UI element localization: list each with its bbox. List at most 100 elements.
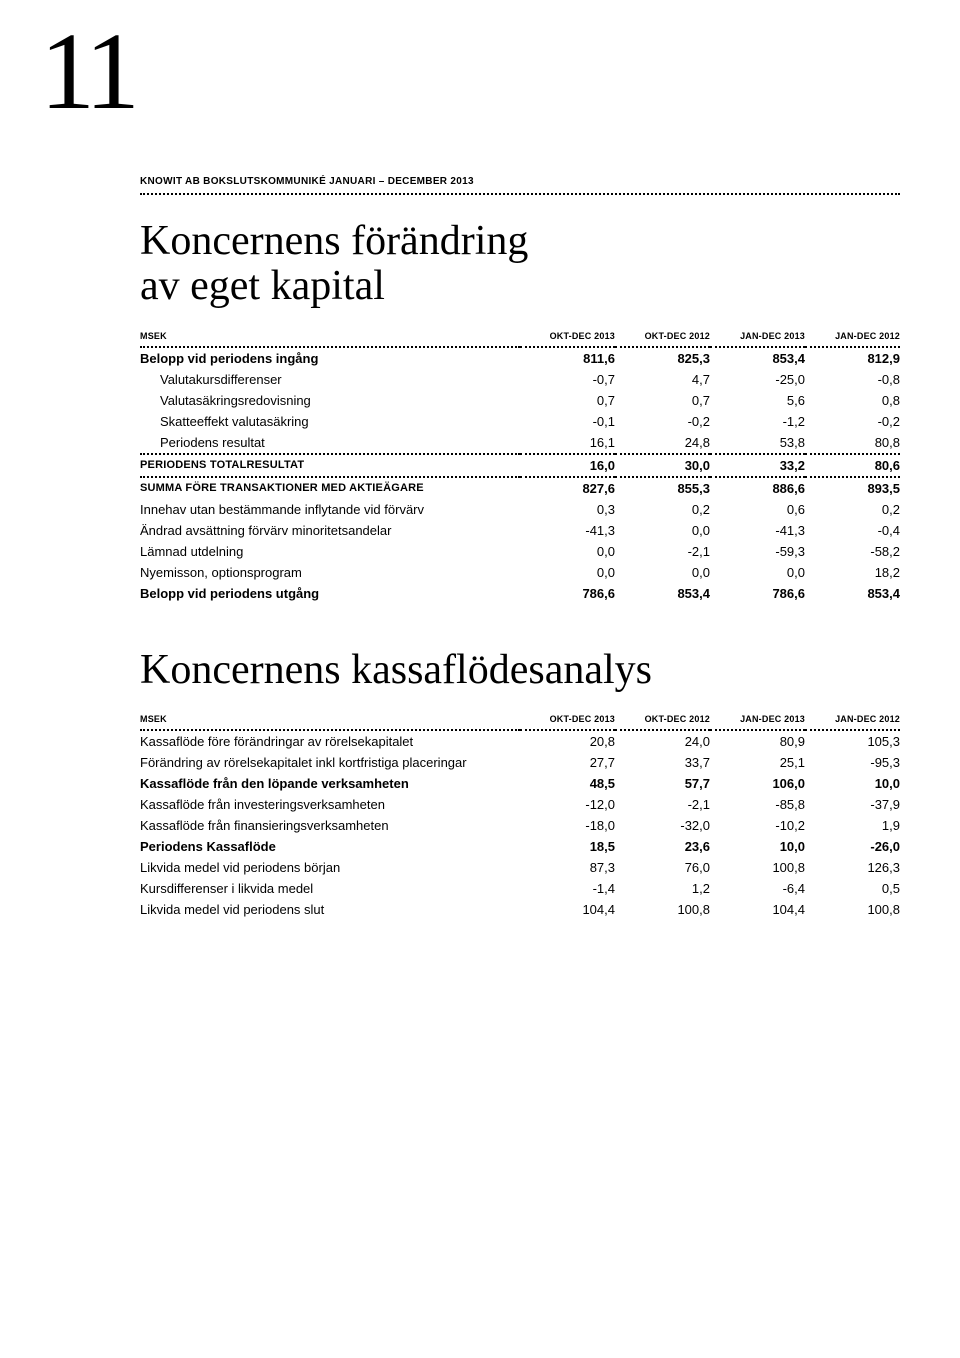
table-row: Kassaflöde från finansieringsverksamhete… bbox=[140, 815, 900, 836]
title-line-2: av eget kapital bbox=[140, 263, 385, 309]
cell: 104,4 bbox=[520, 899, 615, 920]
cell: -2,1 bbox=[615, 794, 710, 815]
unit-label: MSEK bbox=[140, 328, 520, 347]
cell: -85,8 bbox=[710, 794, 805, 815]
title-line-1: Koncernens förändring bbox=[140, 218, 528, 264]
row-label: Kassaflöde från finansieringsverksamhete… bbox=[140, 815, 520, 836]
table-row: Valutakursdifferenser -0,7 4,7 -25,0 -0,… bbox=[140, 369, 900, 390]
row-label: SUMMA FÖRE TRANSAKTIONER MED AKTIEÄGARE bbox=[140, 477, 520, 499]
col-header: JAN-DEC 2013 bbox=[710, 711, 805, 730]
row-label: Belopp vid periodens ingång bbox=[140, 347, 520, 369]
cell: 0,0 bbox=[615, 562, 710, 583]
row-label: Periodens resultat bbox=[140, 432, 520, 454]
row-label: PERIODENS TOTALRESULTAT bbox=[140, 454, 520, 477]
cell: -0,1 bbox=[520, 411, 615, 432]
cell: 827,6 bbox=[520, 477, 615, 499]
cell: 786,6 bbox=[520, 583, 615, 604]
cell: -10,2 bbox=[710, 815, 805, 836]
table-row: Kassaflöde från den löpande verksamheten… bbox=[140, 773, 900, 794]
cell: 893,5 bbox=[805, 477, 900, 499]
cell: 825,3 bbox=[615, 347, 710, 369]
cell: 853,4 bbox=[615, 583, 710, 604]
cell: 4,7 bbox=[615, 369, 710, 390]
cell: -12,0 bbox=[520, 794, 615, 815]
table-row: Belopp vid periodens ingång 811,6 825,3 … bbox=[140, 347, 900, 369]
table-row: SUMMA FÖRE TRANSAKTIONER MED AKTIEÄGARE … bbox=[140, 477, 900, 499]
cell: 105,3 bbox=[805, 730, 900, 752]
cell: 10,0 bbox=[805, 773, 900, 794]
cell: 811,6 bbox=[520, 347, 615, 369]
cell: -1,4 bbox=[520, 878, 615, 899]
cell: 855,3 bbox=[615, 477, 710, 499]
row-label: Valutasäkringsredovisning bbox=[140, 390, 520, 411]
cell: 106,0 bbox=[710, 773, 805, 794]
page-content: KNOWIT AB BOKSLUTSKOMMUNIKÉ JANUARI – DE… bbox=[140, 176, 900, 920]
row-label: Kassaflöde från den löpande verksamheten bbox=[140, 773, 520, 794]
cell: 5,6 bbox=[710, 390, 805, 411]
table-row: Ändrad avsättning förvärv minoritetsande… bbox=[140, 520, 900, 541]
row-label: Förändring av rörelsekapitalet inkl kort… bbox=[140, 752, 520, 773]
table-header-row: MSEK OKT-DEC 2013 OKT-DEC 2012 JAN-DEC 2… bbox=[140, 711, 900, 730]
cell: -0,2 bbox=[805, 411, 900, 432]
table-row: Nyemisson, optionsprogram 0,0 0,0 0,0 18… bbox=[140, 562, 900, 583]
row-label: Kassaflöde före förändringar av rörelsek… bbox=[140, 730, 520, 752]
cell: -25,0 bbox=[710, 369, 805, 390]
cell: -41,3 bbox=[520, 520, 615, 541]
cell: 48,5 bbox=[520, 773, 615, 794]
cell: -0,4 bbox=[805, 520, 900, 541]
cell: -6,4 bbox=[710, 878, 805, 899]
cell: -32,0 bbox=[615, 815, 710, 836]
table-row: Kassaflöde före förändringar av rörelsek… bbox=[140, 730, 900, 752]
cashflow-table: MSEK OKT-DEC 2013 OKT-DEC 2012 JAN-DEC 2… bbox=[140, 711, 900, 920]
cell: 0,7 bbox=[520, 390, 615, 411]
col-header: JAN-DEC 2012 bbox=[805, 711, 900, 730]
table-row: Kassaflöde från investeringsverksamheten… bbox=[140, 794, 900, 815]
cell: 10,0 bbox=[710, 836, 805, 857]
cell: 104,4 bbox=[710, 899, 805, 920]
cell: 100,8 bbox=[615, 899, 710, 920]
col-header: OKT-DEC 2012 bbox=[615, 711, 710, 730]
cell: -58,2 bbox=[805, 541, 900, 562]
cell: 853,4 bbox=[805, 583, 900, 604]
cell: 0,0 bbox=[710, 562, 805, 583]
cell: 87,3 bbox=[520, 857, 615, 878]
cell: 23,6 bbox=[615, 836, 710, 857]
cell: 0,5 bbox=[805, 878, 900, 899]
col-header: OKT-DEC 2013 bbox=[520, 328, 615, 347]
cell: 80,8 bbox=[805, 432, 900, 454]
cell: -59,3 bbox=[710, 541, 805, 562]
cell: -95,3 bbox=[805, 752, 900, 773]
cell: -2,1 bbox=[615, 541, 710, 562]
cell: 18,2 bbox=[805, 562, 900, 583]
cell: 24,0 bbox=[615, 730, 710, 752]
table-row: Innehav utan bestämmande inflytande vid … bbox=[140, 499, 900, 520]
cell: 853,4 bbox=[710, 347, 805, 369]
row-label: Kassaflöde från investeringsverksamheten bbox=[140, 794, 520, 815]
cell: 18,5 bbox=[520, 836, 615, 857]
cell: 16,0 bbox=[520, 454, 615, 477]
cell: 126,3 bbox=[805, 857, 900, 878]
cell: 0,0 bbox=[520, 562, 615, 583]
table-header-row: MSEK OKT-DEC 2013 OKT-DEC 2012 JAN-DEC 2… bbox=[140, 328, 900, 347]
cell: 0,7 bbox=[615, 390, 710, 411]
row-label: Nyemisson, optionsprogram bbox=[140, 562, 520, 583]
cell: -26,0 bbox=[805, 836, 900, 857]
cell: 27,7 bbox=[520, 752, 615, 773]
cell: 20,8 bbox=[520, 730, 615, 752]
cell: 57,7 bbox=[615, 773, 710, 794]
cell: 24,8 bbox=[615, 432, 710, 454]
col-header: OKT-DEC 2012 bbox=[615, 328, 710, 347]
table-row: Belopp vid periodens utgång 786,6 853,4 … bbox=[140, 583, 900, 604]
table-row: Likvida medel vid periodens början 87,3 … bbox=[140, 857, 900, 878]
row-label: Periodens Kassaflöde bbox=[140, 836, 520, 857]
cell: 786,6 bbox=[710, 583, 805, 604]
cell: 1,2 bbox=[615, 878, 710, 899]
table-row: Kursdifferenser i likvida medel -1,4 1,2… bbox=[140, 878, 900, 899]
row-label: Innehav utan bestämmande inflytande vid … bbox=[140, 499, 520, 520]
cell: 100,8 bbox=[710, 857, 805, 878]
col-header: JAN-DEC 2012 bbox=[805, 328, 900, 347]
cell: -0,7 bbox=[520, 369, 615, 390]
section-title-equity: Koncernens förändring av eget kapital bbox=[140, 219, 900, 310]
cell: 812,9 bbox=[805, 347, 900, 369]
cell: -41,3 bbox=[710, 520, 805, 541]
